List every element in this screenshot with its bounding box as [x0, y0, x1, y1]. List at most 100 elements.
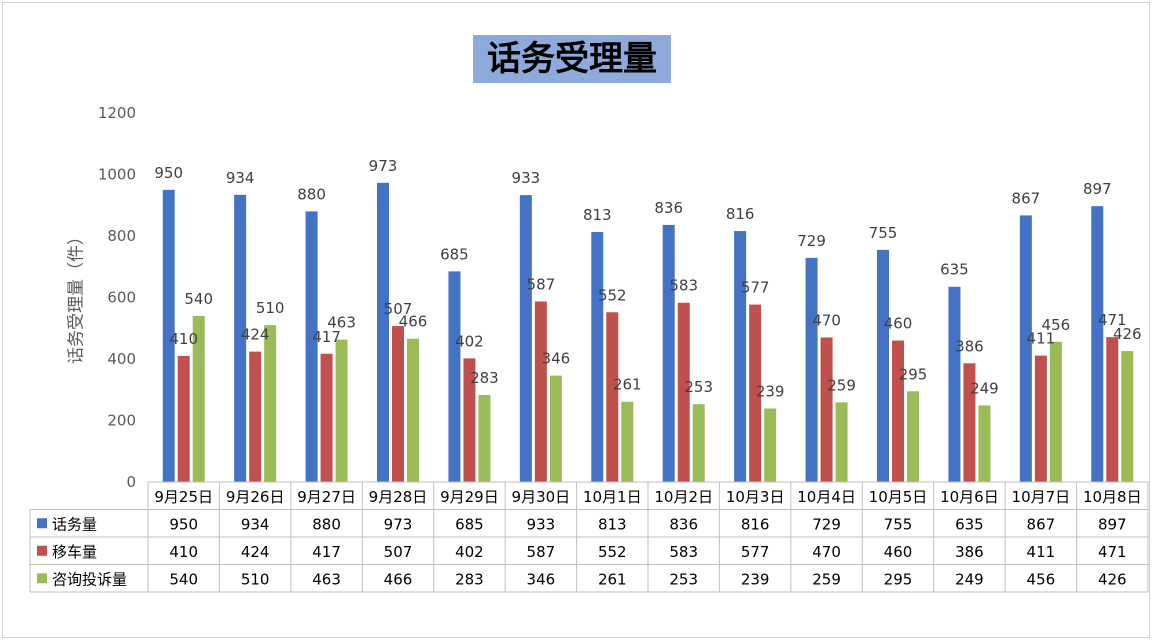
x-tick-label: 10月8日	[1083, 488, 1142, 506]
data-label: 249	[970, 379, 999, 397]
table-cell: 540	[169, 570, 198, 588]
data-label: 417	[312, 328, 341, 346]
table-cell: 466	[384, 570, 413, 588]
table-cell: 471	[1098, 543, 1127, 561]
legend-label: 移车量	[52, 543, 97, 561]
bar	[734, 231, 747, 482]
bar	[177, 355, 190, 482]
data-label: 583	[669, 277, 698, 295]
table-cell: 577	[741, 543, 770, 561]
table-cell: 346	[527, 570, 556, 588]
bar	[963, 363, 976, 482]
y-tick-label: 800	[107, 227, 136, 245]
table-cell: 402	[455, 543, 484, 561]
data-label: 587	[527, 275, 556, 293]
bar	[234, 194, 247, 483]
table-cell: 816	[741, 515, 770, 533]
table-cell: 239	[741, 570, 770, 588]
data-label: 880	[297, 185, 326, 203]
data-label: 471	[1098, 311, 1127, 329]
data-label: 540	[184, 290, 213, 308]
chart-title: 话务受理量	[473, 35, 671, 83]
bar	[892, 340, 904, 482]
data-label: 867	[1012, 189, 1041, 207]
bar	[978, 405, 991, 482]
bar	[948, 286, 961, 482]
bar	[621, 401, 634, 482]
table-cell: 973	[384, 515, 413, 533]
x-tick-label: 10月4日	[797, 488, 856, 506]
bar	[1106, 337, 1119, 482]
bar	[662, 224, 675, 482]
table-cell: 386	[955, 543, 984, 561]
data-label: 386	[955, 337, 984, 355]
table-cell: 470	[812, 543, 841, 561]
x-tick-label: 9月28日	[369, 488, 428, 506]
table-cell: 880	[312, 515, 341, 533]
table-cell: 685	[455, 515, 484, 533]
data-label: 470	[812, 311, 841, 329]
table-cell: 261	[598, 570, 627, 588]
x-tick-label: 9月26日	[226, 488, 285, 506]
table-cell: 897	[1098, 515, 1127, 533]
bar	[162, 189, 175, 482]
bar	[448, 271, 461, 482]
y-axis-ticks: 0 200 400 600 800 1000 1200	[98, 104, 136, 491]
data-label: 283	[470, 369, 499, 387]
data-label: 463	[327, 314, 356, 332]
bar	[463, 358, 476, 482]
y-tick-label: 200	[107, 412, 136, 430]
bar	[377, 182, 389, 483]
data-label: 577	[741, 279, 770, 297]
table-cell: 950	[169, 515, 198, 533]
table-cell: 507	[384, 543, 413, 561]
x-tick-label: 10月6日	[940, 488, 999, 506]
y-tick-label: 600	[107, 289, 136, 307]
table-cell: 729	[812, 515, 841, 533]
bar	[392, 326, 404, 482]
bar	[764, 408, 777, 482]
bar	[677, 302, 690, 482]
table-cell: 587	[527, 543, 556, 561]
data-label: 813	[583, 206, 612, 224]
data-label: 239	[756, 383, 785, 401]
legend-label: 话务量	[52, 515, 97, 533]
bar	[835, 402, 848, 482]
y-tick-label: 0	[126, 473, 136, 491]
data-label: 466	[399, 313, 428, 331]
table-cell: 836	[669, 515, 698, 533]
x-tick-label: 10月5日	[869, 488, 928, 506]
table-cell: 424	[241, 543, 270, 561]
table-cell: 933	[527, 515, 556, 533]
data-label: 507	[384, 300, 413, 318]
table-cell: 253	[669, 570, 698, 588]
table-cell: 259	[812, 570, 841, 588]
table-cell: 249	[955, 570, 984, 588]
bar	[1034, 355, 1047, 482]
data-label: 729	[797, 232, 826, 250]
bar	[549, 375, 562, 482]
data-label: 426	[1113, 325, 1142, 343]
legend-swatch	[37, 518, 47, 529]
table-cell: 583	[669, 543, 698, 561]
x-tick-label: 10月7日	[1012, 488, 1071, 506]
table-cell: 510	[241, 570, 270, 588]
data-label: 295	[899, 365, 928, 383]
data-label: 685	[440, 245, 469, 263]
x-tick-label: 9月30日	[512, 488, 571, 506]
data-label: 424	[241, 326, 270, 344]
data-label: 410	[169, 330, 198, 348]
bar	[591, 232, 604, 482]
table-cell: 934	[241, 515, 270, 533]
y-tick-label: 1200	[98, 104, 136, 122]
data-label: 934	[226, 169, 255, 187]
legend-swatch	[37, 573, 47, 584]
data-label: 259	[827, 376, 856, 394]
table-cell: 295	[884, 570, 913, 588]
bar	[320, 353, 333, 482]
bar	[692, 404, 705, 482]
bar	[1019, 215, 1032, 482]
table-cell: 411	[1027, 543, 1056, 561]
legend-swatch	[37, 545, 47, 556]
